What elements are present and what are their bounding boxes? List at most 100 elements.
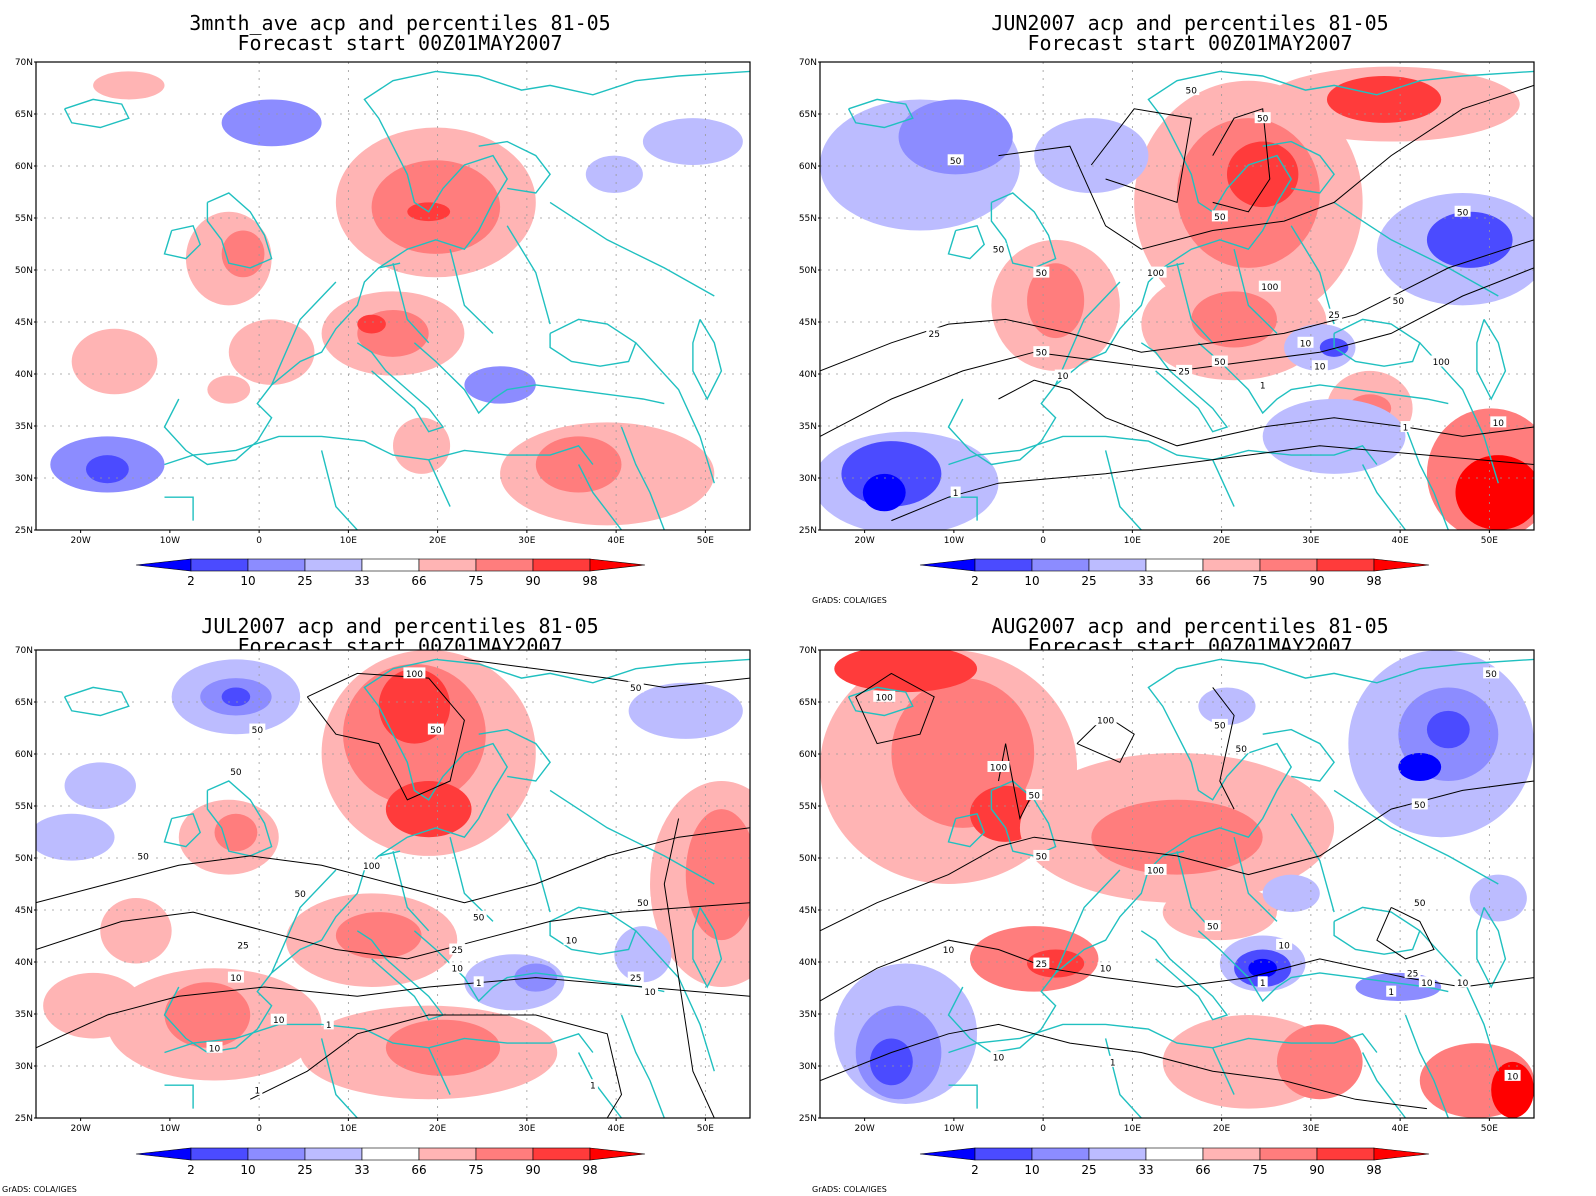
anomaly-shade-pct-10 bbox=[869, 1038, 913, 1086]
svg-text:10: 10 bbox=[1507, 1072, 1519, 1082]
contour-label: 25 bbox=[1033, 957, 1050, 970]
contour-line bbox=[36, 977, 750, 1049]
contour-label: 100 bbox=[360, 859, 383, 872]
colorbar-segment bbox=[304, 558, 363, 572]
colorbar-arrow-high bbox=[589, 558, 646, 572]
colorbar-segment bbox=[974, 558, 1033, 572]
svg-text:50: 50 bbox=[1036, 852, 1048, 862]
lat-tick-label: 35N bbox=[799, 422, 817, 432]
anomaly-shade-pct-66 bbox=[393, 417, 451, 474]
contour-label: 25 bbox=[926, 327, 943, 340]
anomaly-shade-pct-75 bbox=[1091, 799, 1263, 875]
contour-label: 1 bbox=[950, 486, 961, 499]
colorbar-segment bbox=[532, 1147, 591, 1161]
svg-text:100: 100 bbox=[1147, 269, 1164, 279]
colorbar-label: 33 bbox=[1138, 574, 1153, 588]
lat-tick-label: 40N bbox=[15, 370, 33, 380]
contour-label: 50 bbox=[427, 723, 444, 736]
lon-tick-label: 50E bbox=[697, 1124, 714, 1134]
lat-tick-label: 40N bbox=[799, 370, 817, 380]
svg-text:25: 25 bbox=[1036, 960, 1047, 970]
anomaly-shade-pct-2 bbox=[1398, 752, 1442, 782]
colorbar-segment bbox=[1088, 1147, 1147, 1161]
colorbar-arrow-high bbox=[1373, 558, 1430, 572]
anomaly-shade-pct-10 bbox=[221, 687, 251, 707]
lon-tick-label: 40E bbox=[1392, 1124, 1409, 1134]
contour-label: 50 bbox=[1211, 355, 1228, 368]
contour-label: 100 bbox=[403, 667, 426, 680]
lon-tick-label: 50E bbox=[1481, 1124, 1498, 1134]
coastline bbox=[620, 1014, 665, 1118]
colorbar-label: 75 bbox=[1252, 574, 1267, 588]
lon-tick-label: 0 bbox=[256, 1124, 262, 1134]
coastline bbox=[635, 342, 715, 484]
svg-text:50: 50 bbox=[993, 246, 1005, 256]
map-frame bbox=[819, 61, 1535, 531]
contour-label: 10 bbox=[1297, 336, 1314, 349]
contour-label: 100 bbox=[1144, 266, 1167, 279]
coastline bbox=[577, 1052, 623, 1118]
map-frame bbox=[35, 61, 751, 531]
colorbar-segment bbox=[1031, 558, 1090, 572]
lon-tick-label: 0 bbox=[1040, 1124, 1046, 1134]
lon-tick-label: 10W bbox=[944, 536, 964, 546]
anomaly-shade-pct-75 bbox=[1027, 263, 1085, 339]
contour-label: 1 bbox=[323, 1018, 334, 1031]
svg-text:1: 1 bbox=[1110, 1058, 1116, 1068]
contour-line bbox=[1376, 906, 1435, 960]
lon-tick-label: 10W bbox=[160, 536, 180, 546]
svg-text:10: 10 bbox=[273, 1016, 285, 1026]
svg-text:50: 50 bbox=[137, 852, 149, 862]
svg-text:1: 1 bbox=[1388, 988, 1394, 998]
coastline bbox=[1104, 450, 1142, 530]
anomaly-shade-pct-66 bbox=[1162, 884, 1277, 941]
svg-text:10: 10 bbox=[230, 974, 242, 984]
svg-text:50: 50 bbox=[1036, 269, 1048, 279]
svg-text:1: 1 bbox=[1260, 979, 1266, 989]
colorbar-label: 10 bbox=[1024, 1163, 1039, 1177]
contour-line bbox=[820, 780, 1534, 932]
lat-tick-label: 45N bbox=[799, 906, 817, 916]
coastline bbox=[549, 201, 715, 297]
contour-label: 50 bbox=[1211, 210, 1228, 223]
svg-text:10: 10 bbox=[452, 965, 464, 975]
contour-line bbox=[249, 1014, 623, 1118]
svg-text:25: 25 bbox=[1407, 969, 1418, 979]
contour-label: 1 bbox=[1386, 985, 1397, 998]
svg-text:50: 50 bbox=[1457, 208, 1469, 218]
grads-credit: GrADS: COLA/IGES bbox=[812, 1185, 887, 1194]
svg-text:10: 10 bbox=[993, 1054, 1005, 1064]
svg-text:50: 50 bbox=[294, 890, 306, 900]
lon-tick-label: 20W bbox=[70, 1124, 90, 1134]
colorbar: 2 10 25 33 66 75 90 98 bbox=[135, 558, 646, 588]
coastline bbox=[947, 850, 1185, 1054]
colorbar-segment bbox=[190, 1147, 249, 1161]
svg-text:25: 25 bbox=[929, 330, 940, 340]
map-axes: 70N 65N 60N 55N 50N 45N 40N 35N 30N 25N 20W 10W 0 10E… bbox=[799, 58, 1498, 546]
coastline bbox=[428, 459, 451, 507]
lon-tick-label: 10E bbox=[340, 536, 357, 546]
contour-label: 10 bbox=[1490, 416, 1507, 429]
lon-tick-label: 0 bbox=[256, 536, 262, 546]
colorbar-label: 2 bbox=[971, 1163, 979, 1177]
contour-label: 50 bbox=[947, 154, 964, 167]
contour-label: 10 bbox=[449, 962, 466, 975]
lat-tick-label: 40N bbox=[799, 958, 817, 968]
coastline bbox=[1333, 789, 1499, 885]
colorbar-segment bbox=[247, 1147, 306, 1161]
coastline bbox=[1140, 342, 1229, 433]
map-area bbox=[35, 61, 751, 531]
colorbar-label: 33 bbox=[354, 574, 369, 588]
colorbar-label: 2 bbox=[187, 574, 195, 588]
coastline bbox=[506, 813, 551, 913]
contour-label: 25 bbox=[1404, 966, 1421, 979]
lat-tick-label: 55N bbox=[15, 214, 33, 224]
contour-label: 1 bbox=[252, 1083, 263, 1096]
anomaly-shade-pct-33 bbox=[1284, 324, 1356, 371]
contour-label: 1 bbox=[473, 976, 484, 989]
colorbar-arrow-high bbox=[589, 1147, 646, 1161]
coastline bbox=[163, 850, 401, 1054]
contour-line bbox=[464, 658, 750, 688]
lon-tick-label: 10E bbox=[1124, 1124, 1141, 1134]
colorbar: 2 10 25 33 66 75 90 98 bbox=[919, 558, 1430, 588]
